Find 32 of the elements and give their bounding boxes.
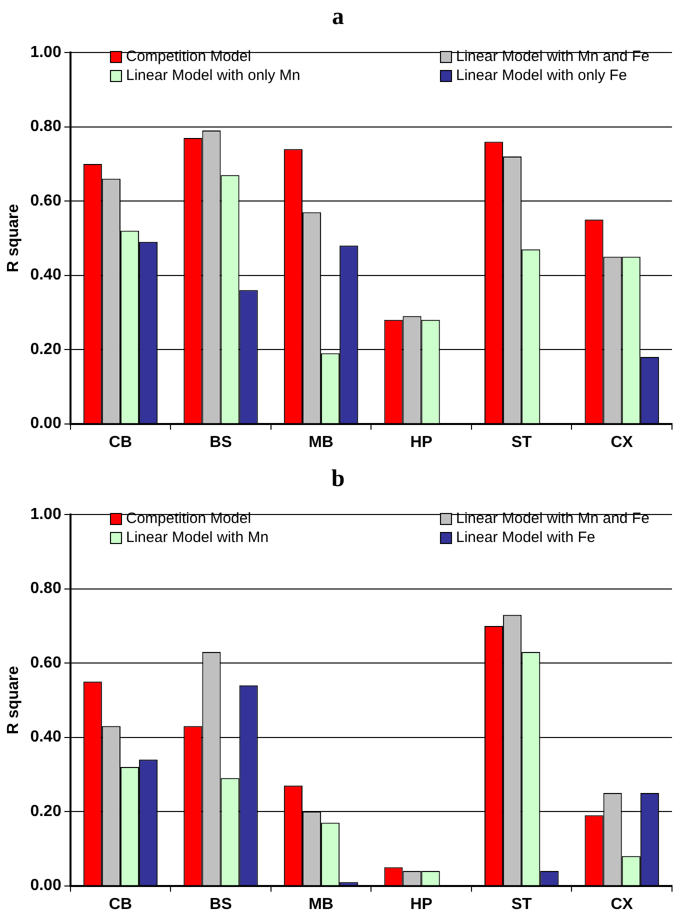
y-axis-title: R square xyxy=(5,204,22,272)
x-tick-label: ST xyxy=(511,896,532,913)
x-tick-label: HP xyxy=(410,896,433,913)
y-tick-label: 0.20 xyxy=(30,802,62,820)
y-tick-label: 0.00 xyxy=(30,415,62,432)
y-tick-label: 0.40 xyxy=(30,728,62,746)
chart-title: a xyxy=(331,4,345,31)
x-tick-label: MB xyxy=(308,896,334,913)
y-tick-label: 0.40 xyxy=(30,266,62,284)
chart-title: b xyxy=(330,466,346,493)
y-axis-title: R square xyxy=(5,666,22,734)
x-tick-label: BS xyxy=(210,896,232,913)
x-tick-label: MB xyxy=(308,434,334,451)
legend-label: Linear Model with only Fe xyxy=(456,67,627,84)
x-tick-label: CX xyxy=(610,434,634,451)
legend-label: Linear Model with Mn xyxy=(126,529,269,546)
legend-label: Linear Model with only Mn xyxy=(126,67,300,84)
legend-label: Linear Model with Fe xyxy=(456,529,596,546)
y-tick-label: 0.60 xyxy=(30,654,62,672)
y-tick-label: 0.20 xyxy=(30,340,62,358)
x-tick-label: HP xyxy=(410,434,433,451)
x-tick-label: CB xyxy=(108,896,132,913)
x-tick-label: ST xyxy=(511,434,532,451)
y-tick-label: 0.00 xyxy=(30,877,62,894)
x-tick-label: BS xyxy=(210,434,232,451)
y-tick-label: 0.80 xyxy=(30,118,62,136)
x-tick-label: CX xyxy=(610,896,634,913)
x-tick-label: CB xyxy=(108,434,132,451)
y-tick-label: 1.00 xyxy=(30,44,62,62)
y-tick-label: 0.80 xyxy=(30,580,62,598)
y-tick-label: 0.60 xyxy=(30,192,62,210)
y-tick-label: 1.00 xyxy=(30,506,62,524)
